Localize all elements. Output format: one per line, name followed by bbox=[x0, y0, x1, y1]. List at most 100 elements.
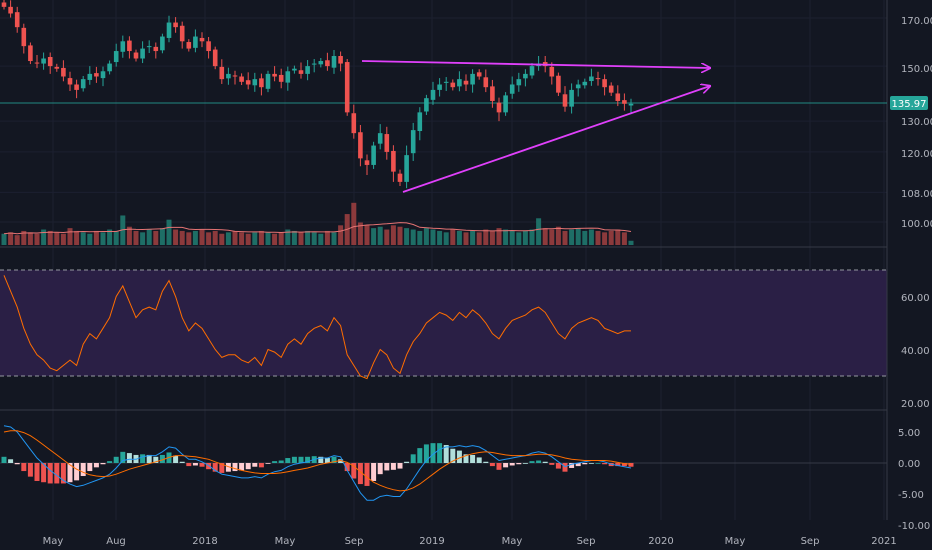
volume-bar bbox=[212, 230, 218, 245]
candle bbox=[1, 0, 7, 10]
candle bbox=[298, 62, 304, 79]
volume-bar bbox=[159, 228, 165, 245]
candle bbox=[179, 21, 185, 49]
rsi-tick-label: 40.00 bbox=[901, 346, 930, 357]
price-axis[interactable]: 170.00 150.00 130.00 120.00 108.00 100.00 bbox=[901, 16, 932, 230]
candle bbox=[232, 70, 238, 85]
volume-bar bbox=[100, 232, 106, 245]
macd-histogram-bar bbox=[120, 451, 126, 463]
candle bbox=[193, 29, 198, 53]
macd-histogram-bar bbox=[470, 454, 476, 463]
volume-bar bbox=[621, 232, 627, 245]
candle bbox=[100, 66, 106, 87]
macd-histogram-bar bbox=[186, 463, 192, 467]
volume-bar bbox=[14, 235, 20, 245]
candle bbox=[463, 74, 469, 91]
candle bbox=[595, 71, 601, 86]
volume-bar bbox=[146, 229, 152, 245]
volume-bar bbox=[219, 233, 225, 245]
volume-bar bbox=[239, 232, 245, 245]
candle bbox=[371, 141, 376, 169]
volume-bar bbox=[397, 226, 403, 245]
volume-bar bbox=[41, 229, 47, 245]
candle bbox=[628, 98, 634, 115]
macd-histogram-bar bbox=[384, 463, 390, 471]
candle bbox=[384, 126, 390, 160]
volume-bar bbox=[34, 233, 40, 245]
chart-grid bbox=[0, 0, 887, 520]
macd-histogram-bar bbox=[621, 463, 627, 467]
time-axis[interactable]: May Aug 2018 May Sep 2019 May Sep 2020 May Sep 2021 bbox=[43, 536, 897, 547]
macd-histogram-bar bbox=[27, 463, 33, 477]
volume-bar bbox=[470, 230, 476, 245]
candle bbox=[377, 124, 383, 150]
volume-bar bbox=[364, 225, 370, 245]
candle bbox=[430, 81, 436, 105]
macd-histogram-bar bbox=[417, 448, 423, 463]
time-tick-label: 2018 bbox=[192, 536, 217, 547]
volume-bar bbox=[113, 230, 119, 245]
macd-tick-label: 5.00 bbox=[898, 428, 920, 439]
volume-bar bbox=[588, 229, 594, 245]
candle bbox=[239, 73, 244, 86]
time-tick-label: May bbox=[275, 536, 296, 547]
macd-histogram-bar bbox=[305, 456, 311, 463]
macd-histogram-bar bbox=[324, 458, 330, 463]
volume-bar bbox=[54, 232, 60, 245]
candle bbox=[404, 145, 409, 189]
macd-histogram-bar bbox=[509, 463, 515, 466]
macd-histogram-bar bbox=[140, 454, 146, 463]
macd-histogram-bar bbox=[443, 445, 449, 463]
volume-bar bbox=[503, 229, 509, 245]
volume-bar bbox=[291, 230, 297, 245]
volume-bar bbox=[199, 229, 205, 245]
candle bbox=[523, 69, 528, 87]
volume-bar bbox=[232, 230, 238, 245]
candle bbox=[127, 36, 132, 59]
macd-histogram-bar bbox=[291, 456, 297, 463]
macd-histogram-bar bbox=[74, 463, 80, 481]
macd-histogram-bar bbox=[377, 463, 383, 475]
volume-bar bbox=[311, 232, 317, 245]
macd-histogram-bar bbox=[575, 463, 581, 467]
volume-bar bbox=[93, 230, 99, 245]
lower-trendline[interactable] bbox=[402, 86, 710, 193]
volume-bar bbox=[272, 233, 278, 245]
volume-bar bbox=[575, 228, 581, 245]
macd-histogram-bar bbox=[371, 463, 377, 481]
upper-trendline[interactable] bbox=[361, 60, 710, 68]
macd-histogram-bar bbox=[582, 463, 588, 465]
macd-signal-line bbox=[3, 430, 632, 492]
rsi-band-fill bbox=[0, 270, 887, 376]
candle bbox=[602, 74, 607, 96]
candle bbox=[331, 50, 337, 74]
macd-histogram-bar bbox=[562, 463, 568, 472]
macd-histogram-bar bbox=[41, 463, 47, 483]
macd-histogram-bar bbox=[344, 463, 350, 472]
volume-bar bbox=[206, 232, 212, 245]
volume-bar bbox=[410, 229, 416, 245]
macd-histogram-bar bbox=[278, 460, 284, 463]
macd-histogram-bar bbox=[489, 463, 495, 467]
candle bbox=[325, 52, 330, 71]
candle bbox=[87, 66, 93, 85]
volume-bar bbox=[338, 225, 344, 245]
candle bbox=[582, 78, 588, 89]
candle bbox=[252, 72, 258, 92]
volume-bar bbox=[450, 229, 456, 245]
volume-bar bbox=[351, 202, 357, 245]
volume-bar bbox=[463, 232, 469, 245]
candle bbox=[107, 60, 112, 75]
macd-histogram-bar bbox=[522, 463, 528, 464]
macd-histogram-bar bbox=[80, 463, 86, 477]
macd-histogram-bar bbox=[34, 463, 40, 481]
macd-axis[interactable]: 5.00 0.00 -5.00 -10.00 bbox=[898, 428, 930, 532]
macd-histogram-bar bbox=[47, 463, 53, 484]
volume-bar bbox=[555, 226, 561, 245]
candle bbox=[21, 23, 27, 54]
candle bbox=[34, 55, 40, 69]
rsi-axis[interactable]: 60.00 40.00 20.00 bbox=[901, 293, 930, 410]
macd-histogram-bar bbox=[450, 448, 456, 463]
macd-histogram-bar bbox=[285, 458, 291, 463]
